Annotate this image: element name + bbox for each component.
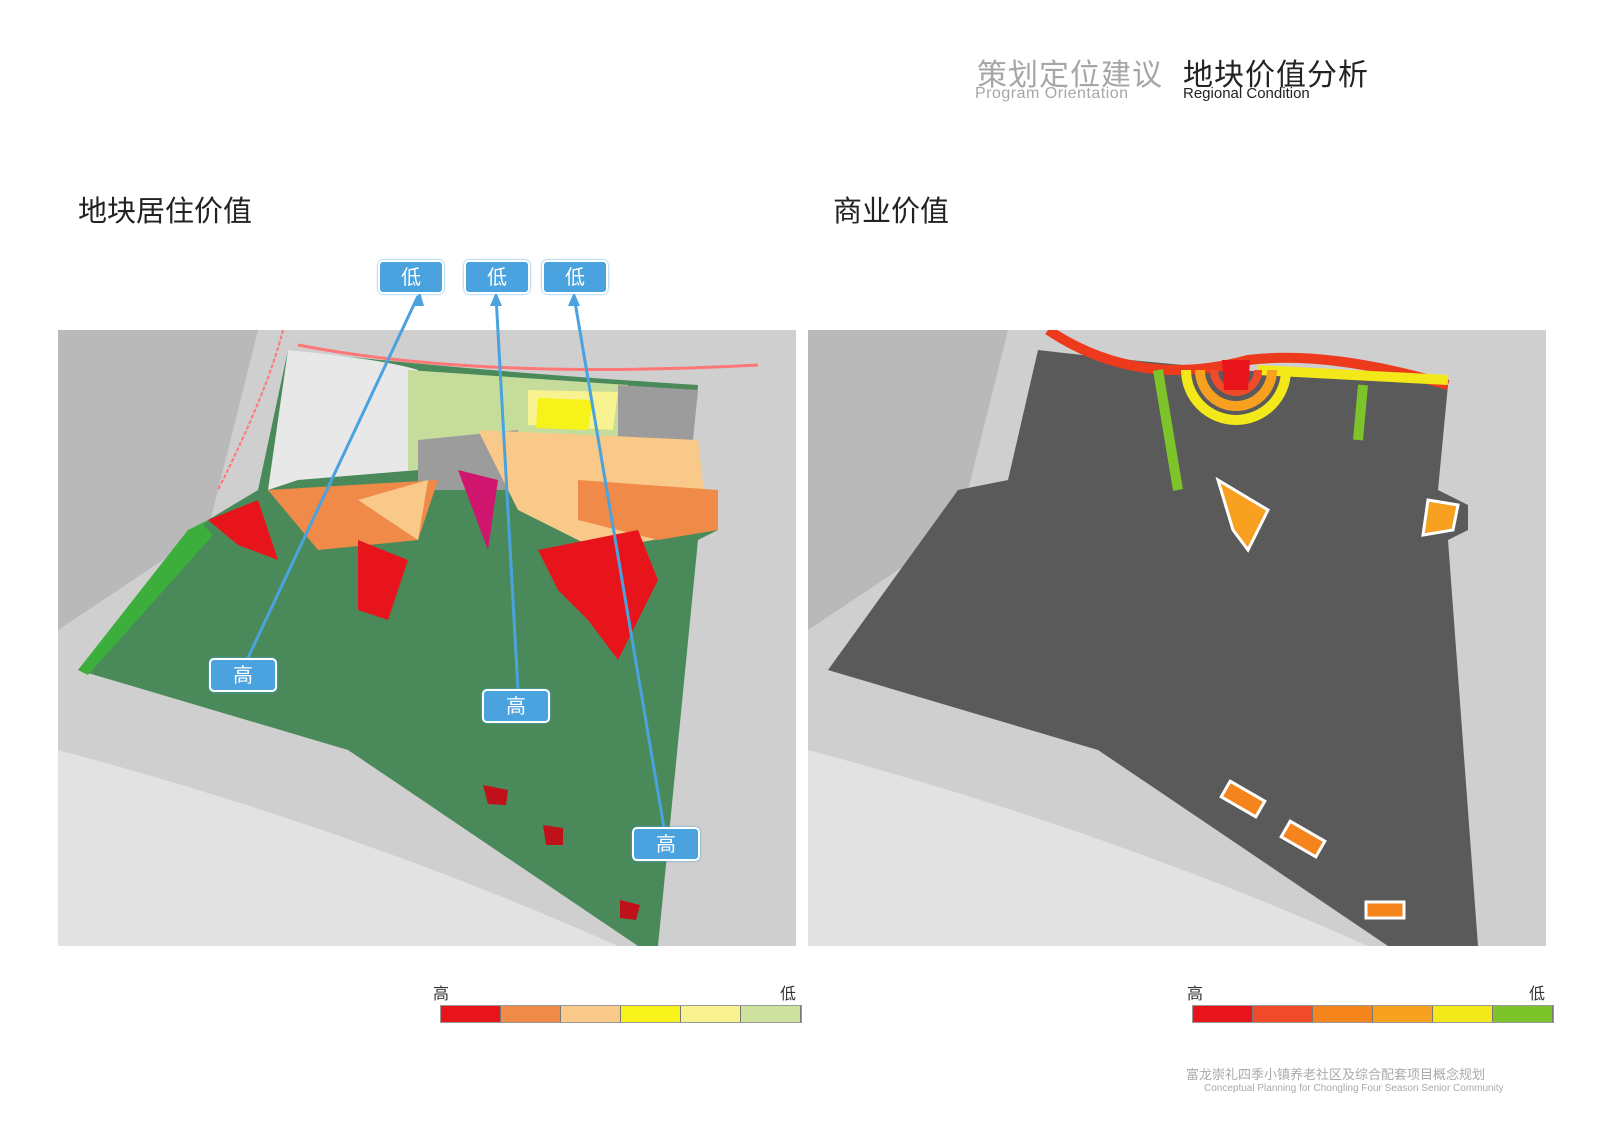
- high-tag-1: 高: [209, 658, 277, 692]
- high-tag-3: 高: [632, 827, 700, 861]
- residential-value-map: [58, 330, 796, 946]
- low-tag-2: 低: [464, 260, 530, 294]
- footer-project-en: Conceptual Planning for Chongling Four S…: [1204, 1083, 1504, 1094]
- legend-swatch-4: [1373, 1006, 1433, 1022]
- left-legend-low-label: 低: [780, 984, 797, 1003]
- left-section-title: 地块居住价值: [78, 194, 253, 228]
- right-section-title: 商业价值: [833, 194, 950, 228]
- legend-swatch-2: [1253, 1006, 1313, 1022]
- title-cn-grey: 策划定位建议: [977, 58, 1163, 93]
- legend-swatch-1: [1193, 1006, 1253, 1022]
- legend-swatch-4: [621, 1006, 681, 1022]
- right-legend-high-label: 高: [1187, 984, 1204, 1003]
- title-cn-dark: 地块价值分析: [1183, 58, 1369, 93]
- legend-swatch-5: [1433, 1006, 1493, 1022]
- legend-swatch-5: [681, 1006, 741, 1022]
- legend-swatch-3: [1313, 1006, 1373, 1022]
- subtitle-en-dark: Regional Condition: [1183, 85, 1310, 102]
- legend-swatch-1: [441, 1006, 501, 1022]
- right-legend-scale: [1192, 1005, 1554, 1023]
- legend-swatch-6: [1493, 1006, 1553, 1022]
- low-tag-3: 低: [542, 260, 608, 294]
- legend-swatch-6: [741, 1006, 801, 1022]
- legend-swatch-3: [561, 1006, 621, 1022]
- value-arrows-left: [244, 292, 666, 829]
- left-legend-high-label: 高: [433, 984, 450, 1003]
- low-tag-1: 低: [378, 260, 444, 294]
- commercial-value-map: [808, 330, 1546, 946]
- subtitle-en-grey: Program Orientation: [975, 85, 1129, 102]
- legend-swatch-2: [501, 1006, 561, 1022]
- high-tag-2: 高: [482, 689, 550, 723]
- right-legend-low-label: 低: [1529, 984, 1546, 1003]
- left-legend-scale: [440, 1005, 802, 1023]
- footer-project-cn: 富龙崇礼四季小镇养老社区及综合配套项目概念规划: [1186, 1068, 1486, 1083]
